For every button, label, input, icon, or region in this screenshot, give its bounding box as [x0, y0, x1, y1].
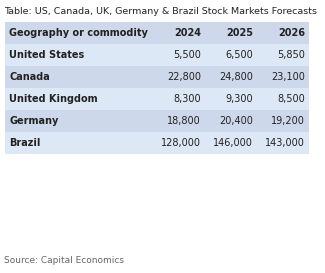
Text: 23,100: 23,100	[271, 72, 305, 82]
Text: 24,800: 24,800	[219, 72, 253, 82]
Bar	[153, 44, 205, 66]
Text: Germany: Germany	[9, 116, 58, 126]
Text: Geography or commodity: Geography or commodity	[9, 28, 148, 38]
Bar	[205, 44, 257, 66]
Text: 8,300: 8,300	[173, 94, 201, 104]
Text: 20,400: 20,400	[219, 116, 253, 126]
Bar	[205, 110, 257, 132]
Bar	[5, 22, 153, 44]
Text: United Kingdom: United Kingdom	[9, 94, 97, 104]
Text: 18,800: 18,800	[167, 116, 201, 126]
Text: 9,300: 9,300	[225, 94, 253, 104]
Bar	[5, 66, 153, 88]
Bar	[257, 110, 309, 132]
Bar	[205, 66, 257, 88]
Bar	[153, 66, 205, 88]
Text: 146,000: 146,000	[213, 138, 253, 148]
Bar	[257, 88, 309, 110]
Text: 19,200: 19,200	[271, 116, 305, 126]
Text: Canada: Canada	[9, 72, 50, 82]
Text: 2026: 2026	[278, 28, 305, 38]
Text: Source: Capital Economics: Source: Capital Economics	[4, 256, 124, 265]
Bar	[205, 88, 257, 110]
Bar	[5, 110, 153, 132]
Bar	[257, 132, 309, 154]
Text: Brazil: Brazil	[9, 138, 40, 148]
Bar	[153, 132, 205, 154]
Bar	[257, 22, 309, 44]
Text: 143,000: 143,000	[265, 138, 305, 148]
Text: 5,500: 5,500	[173, 50, 201, 60]
Bar	[205, 22, 257, 44]
Bar	[5, 44, 153, 66]
Text: 2024: 2024	[174, 28, 201, 38]
Text: 2025: 2025	[226, 28, 253, 38]
Text: Table: US, Canada, UK, Germany & Brazil Stock Markets Forecasts: Table: US, Canada, UK, Germany & Brazil …	[4, 7, 317, 16]
Text: 5,850: 5,850	[277, 50, 305, 60]
Bar	[257, 66, 309, 88]
Text: 6,500: 6,500	[225, 50, 253, 60]
Text: 8,500: 8,500	[277, 94, 305, 104]
Bar	[257, 44, 309, 66]
Bar	[153, 88, 205, 110]
Bar	[153, 22, 205, 44]
Bar	[5, 132, 153, 154]
Bar	[5, 88, 153, 110]
Bar	[153, 110, 205, 132]
Text: 22,800: 22,800	[167, 72, 201, 82]
Text: United States: United States	[9, 50, 84, 60]
Bar	[205, 132, 257, 154]
Text: 128,000: 128,000	[161, 138, 201, 148]
